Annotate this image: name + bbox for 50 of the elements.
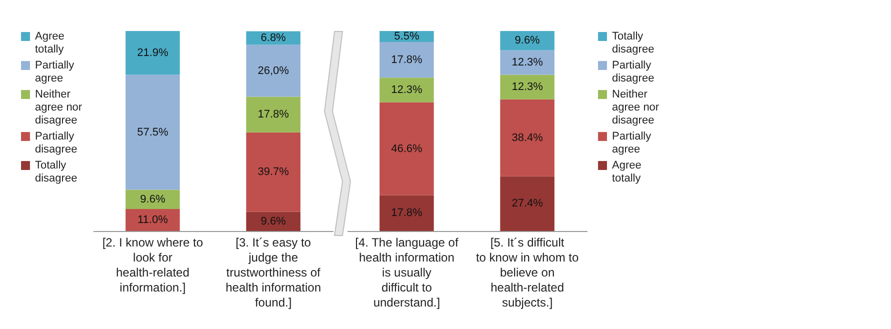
bar (246, 132, 300, 212)
data-label: 17.8% (258, 108, 290, 121)
legend-label: Partially disagree (35, 130, 78, 156)
legend-label: Neither agree nor disagree (35, 88, 82, 126)
bar (380, 102, 434, 196)
data-label: 12.3% (512, 56, 544, 68)
bar (126, 31, 180, 75)
bar (126, 74, 180, 190)
data-label: 46.6% (391, 142, 423, 155)
bar (246, 44, 300, 97)
data-label: 12.3% (512, 81, 544, 94)
data-label: 9.6% (140, 193, 166, 206)
bar (246, 96, 300, 132)
bar (246, 212, 300, 231)
legend-label: Neither agree nor disagree (612, 88, 660, 126)
data-label: 38.4% (512, 132, 544, 144)
bar (380, 195, 434, 231)
x-tick-label: [5. It´s difficult to know in whom to believe on health-related subjects.] (476, 236, 579, 310)
data-label: 9.6% (260, 215, 286, 228)
bar (126, 209, 180, 231)
data-label: 12.3% (391, 84, 423, 96)
data-label: 21.9% (137, 46, 169, 59)
data-label: 27.4% (512, 198, 544, 210)
bar (380, 78, 434, 102)
bar (500, 31, 554, 50)
data-label: 5.5% (394, 30, 420, 42)
data-label: 26,0% (258, 64, 290, 77)
bar (500, 50, 554, 75)
data-label: 11.0% (138, 214, 168, 226)
bar (500, 176, 554, 231)
legend-label: Agree totally (35, 30, 64, 56)
data-label: 17.8% (391, 54, 423, 66)
legend-label: Agree totally (612, 160, 642, 184)
bar (500, 74, 554, 100)
data-label: 57.5% (137, 126, 169, 138)
legend-label: Partially disagree (612, 60, 654, 84)
bar (500, 99, 554, 176)
legend-label: Totally disagree (612, 30, 654, 56)
x-tick-label: [3. It´s easy to judge the trustworthiness of health information found.] (226, 236, 321, 310)
data-label: 17.8% (391, 207, 423, 220)
x-tick-label: [2. I know where to look for health-related information.] (102, 236, 204, 294)
legend-label: Partially agree (35, 60, 75, 84)
bar (380, 42, 434, 78)
data-label: 6.8% (260, 32, 286, 44)
legend-label: Partially agree (612, 130, 652, 156)
data-label: 9.6% (514, 34, 540, 47)
data-label: 39.7% (258, 166, 290, 178)
x-tick-label: [4. The language of health information is usually difficult to understand.] (355, 236, 459, 310)
legend-label: Totally disagree (35, 160, 78, 184)
bar (126, 190, 180, 209)
